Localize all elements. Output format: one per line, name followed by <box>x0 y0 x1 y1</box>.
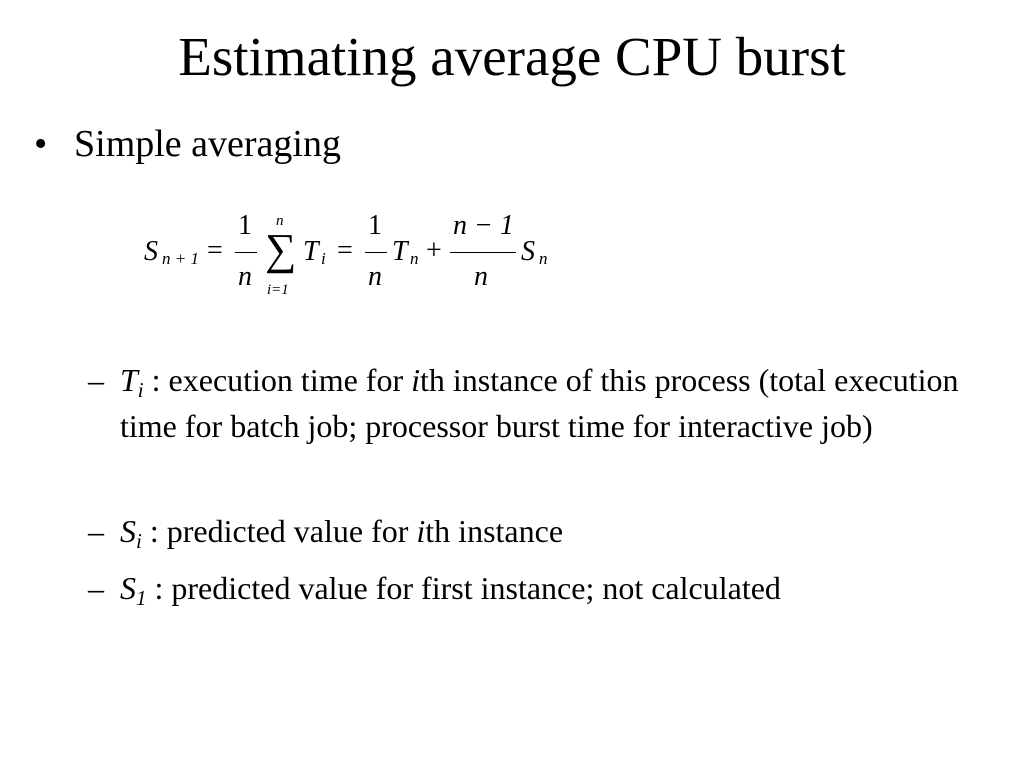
text-italic: i <box>416 513 426 549</box>
symbol-subscript: i <box>136 529 142 553</box>
dash-marker: – <box>88 513 104 549</box>
dash-marker: – <box>88 570 104 606</box>
symbol-subscript: i <box>137 378 144 402</box>
formula-frac1-bar <box>235 252 257 253</box>
formula-t: T <box>303 236 319 267</box>
text-pre: : predicted value for first instance; no… <box>146 570 781 606</box>
formula-sum-lower: i=1 <box>267 282 289 298</box>
formula-eq2: = <box>337 235 353 266</box>
formula-sub-i: i <box>321 249 326 268</box>
formula-frac3-den: n <box>474 261 488 292</box>
formula-t2: T <box>392 236 408 267</box>
formula-frac2-num: 1 <box>368 210 382 241</box>
formula-sub-n-plus-1: n + 1 <box>162 249 199 268</box>
formula-sum-symbol: ∑ <box>265 225 297 274</box>
formula-sub-n: n <box>410 249 419 268</box>
sub-bullet-body: Ti : execution time for ith instance of … <box>120 357 988 449</box>
formula-sum-upper: n <box>276 213 284 229</box>
symbol: T <box>120 362 138 398</box>
text-post: th instance <box>425 513 564 549</box>
formula-frac2-den: n <box>368 261 382 292</box>
sub-bullet-s1: – S1 : predicted value for first instanc… <box>88 565 988 611</box>
formula-frac1-num: 1 <box>238 210 252 241</box>
symbol-subscript: 1 <box>136 586 147 610</box>
bullet-text: Simple averaging <box>74 123 341 165</box>
sub-bullet-body: Si : predicted value for ith instance <box>120 508 988 554</box>
slide-title: Estimating average CPU burst <box>178 26 846 87</box>
text-pre: : predicted value for <box>141 513 417 549</box>
formula-frac1-den: n <box>238 261 252 292</box>
text-pre: : execution time for <box>143 362 412 398</box>
text-post: th instance of this process (total execu… <box>120 362 959 444</box>
symbol: S <box>120 513 136 549</box>
formula-frac3-num: n − 1 <box>453 210 514 241</box>
formula-frac2-bar <box>365 252 387 253</box>
sub-bullet-body: S1 : predicted value for first instance;… <box>120 565 988 611</box>
dash-marker: – <box>88 362 104 398</box>
bullet-marker: • <box>34 123 48 165</box>
average-formula: S n + 1 = 1 n n ∑ i=1 T i = 1 n T n + n … <box>140 208 560 298</box>
formula-sub-n2: n <box>539 249 548 268</box>
formula-s2: S <box>521 236 535 267</box>
sub-bullet-ti: – Ti : execution time for ith instance o… <box>88 357 988 449</box>
formula-plus: + <box>426 235 442 266</box>
sub-bullet-si: – Si : predicted value for ith instance <box>88 508 988 554</box>
bullet-simple-averaging: • Simple averaging <box>34 120 341 168</box>
formula-eq1: = <box>207 235 223 266</box>
symbol: S <box>120 570 136 606</box>
formula-frac3-bar <box>450 252 516 253</box>
formula-s: S <box>144 236 158 267</box>
text-italic: i <box>411 362 420 398</box>
